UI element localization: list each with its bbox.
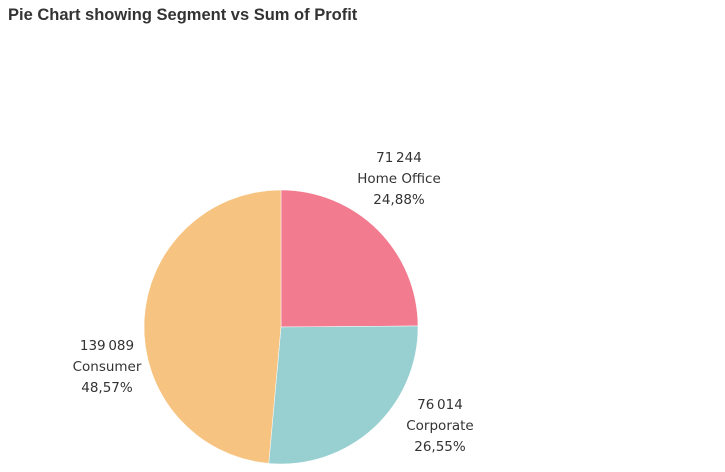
slice-label-corporate: 76 014 Corporate 26,55%	[406, 395, 474, 458]
slice-name: Corporate	[406, 418, 474, 434]
pie-slice-corporate[interactable]	[268, 325, 419, 465]
pie-slice-consumer[interactable]	[143, 189, 282, 464]
slice-value: 139 089	[79, 338, 135, 354]
slice-percent: 24,88%	[373, 192, 425, 208]
chart-title: Pie Chart showing Segment vs Sum of Prof…	[8, 6, 358, 24]
slice-value: 76 014	[417, 397, 463, 413]
pie-slice-home-office[interactable]	[280, 189, 419, 328]
slice-name: Consumer	[72, 359, 142, 375]
slice-name: Home Office	[357, 171, 441, 187]
slice-percent: 26,55%	[414, 439, 466, 455]
slice-value: 71 244	[376, 150, 422, 166]
slice-label-consumer: 139 089 Consumer 48,57%	[73, 336, 142, 399]
slice-label-home-office: 71 244 Home Office 24,88%	[357, 148, 441, 211]
slice-percent: 48,57%	[81, 380, 133, 396]
